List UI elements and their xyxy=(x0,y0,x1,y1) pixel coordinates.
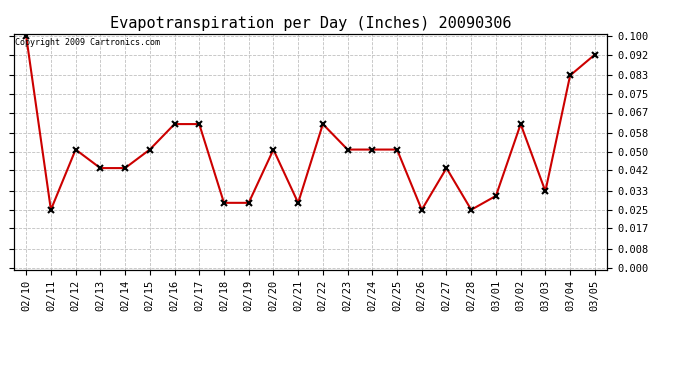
Text: Copyright 2009 Cartronics.com: Copyright 2009 Cartronics.com xyxy=(15,39,160,48)
Title: Evapotranspiration per Day (Inches) 20090306: Evapotranspiration per Day (Inches) 2009… xyxy=(110,16,511,31)
